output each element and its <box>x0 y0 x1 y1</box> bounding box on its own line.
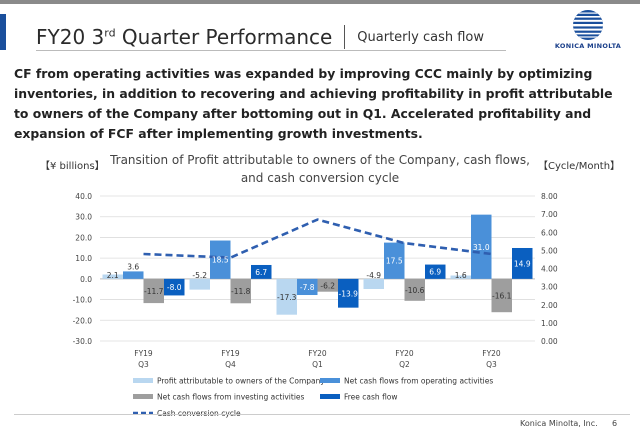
bar-s2 <box>491 278 512 313</box>
bar-s3 <box>338 278 359 308</box>
y-right-tick-label: 6.00 <box>541 228 558 237</box>
chart-title: Transition of Profit attributable to own… <box>110 153 530 185</box>
data-label: 6.7 <box>255 268 267 277</box>
legend-label: Cash conversion cycle <box>157 409 241 418</box>
y-right-tick-label: 8.00 <box>541 192 558 201</box>
page-title-rest: Quarter Performance <box>115 25 333 49</box>
y-tick-label: 10.0 <box>75 254 92 263</box>
legend-swatch <box>320 378 340 383</box>
page-title: FY20 3rd Quarter Performance <box>36 25 332 49</box>
konica-minolta-logo: KONICA MINOLTA <box>548 8 628 54</box>
bar-s3 <box>425 264 446 279</box>
data-label: 3.6 <box>127 262 139 271</box>
x-tick-label: FY20 <box>482 349 501 358</box>
data-label: 6.9 <box>429 268 441 277</box>
y-tick-label: -30.0 <box>73 337 93 346</box>
right-axis-unit: 【Cycle/Month】 <box>538 161 621 172</box>
bar-s1 <box>471 214 492 279</box>
data-label: 17.5 <box>386 257 403 266</box>
data-label: -7.8 <box>300 283 315 292</box>
data-label: -11.8 <box>231 287 251 296</box>
title-underline <box>36 50 506 51</box>
data-label: -11.7 <box>144 287 164 296</box>
data-label: 14.9 <box>514 259 531 268</box>
y-right-tick-label: 0.00 <box>541 337 558 346</box>
legend-label: Profit attributable to owners of the Com… <box>157 377 325 386</box>
data-label: -4.9 <box>366 271 381 280</box>
x-tick-label: FY20 <box>308 349 327 358</box>
bar-s0 <box>102 274 123 279</box>
footer-divider <box>14 414 630 415</box>
bar-s1 <box>384 242 405 279</box>
page-subtitle: Quarterly cash flow <box>357 29 484 45</box>
bar-s2 <box>317 278 338 292</box>
y-right-tick-label: 2.00 <box>541 301 558 310</box>
title-separator <box>344 25 346 49</box>
x-tick-label: Q1 <box>312 360 323 369</box>
bar-s1 <box>297 278 318 296</box>
y-tick-label: 40.0 <box>75 192 92 201</box>
data-label: -8.0 <box>167 283 182 292</box>
data-label: -6.2 <box>320 281 335 290</box>
ccc-line <box>143 218 492 259</box>
summary-text: CF from operating activities was expande… <box>14 66 613 141</box>
y-right-tick-label: 4.00 <box>541 265 558 274</box>
y-right-tick-label: 1.00 <box>541 319 558 328</box>
x-tick-label: FY19 <box>221 349 240 358</box>
legend-swatch <box>133 394 153 399</box>
bar-s1 <box>123 271 144 279</box>
x-tick-label: Q3 <box>486 360 497 369</box>
legend-swatch <box>133 378 153 383</box>
bar-s2 <box>230 278 251 304</box>
title-row: FY20 3rd Quarter Performance Quarterly c… <box>36 22 484 52</box>
y-tick-label: 20.0 <box>75 233 92 242</box>
y-right-tick-label: 3.00 <box>541 283 558 292</box>
bar-s0 <box>189 278 210 290</box>
data-label: -5.2 <box>192 271 207 280</box>
bar-s0 <box>276 278 297 315</box>
bar-s2 <box>143 278 164 304</box>
y-right-tick-label: 5.00 <box>541 246 558 255</box>
data-label: -13.9 <box>339 289 359 298</box>
legend-label: Net cash flows from investing activities <box>157 393 305 402</box>
bar-s3 <box>164 278 185 296</box>
legend-swatch <box>320 394 340 399</box>
bar-s2 <box>404 278 425 301</box>
x-tick-label: Q2 <box>399 360 410 369</box>
x-tick-label: Q3 <box>138 360 149 369</box>
bar-s0 <box>363 278 384 290</box>
data-label: -10.6 <box>405 286 425 295</box>
x-tick-label: Q4 <box>225 360 236 369</box>
logo-wordmark: KONICA MINOLTA <box>554 42 622 50</box>
footer-company: Konica Minolta, Inc. <box>520 419 598 428</box>
bar-s0 <box>450 275 471 279</box>
y-tick-label: -20.0 <box>73 316 93 325</box>
page-title-sup: rd <box>104 26 116 40</box>
page-title-main: FY20 3 <box>36 25 105 49</box>
top-bar <box>0 0 640 4</box>
y-right-tick-label: 7.00 <box>541 210 558 219</box>
data-label: -17.3 <box>277 293 297 302</box>
data-label: 2.1 <box>107 271 119 280</box>
data-label: 31.0 <box>473 243 490 252</box>
legend-label: Net cash flows from operating activities <box>344 377 493 386</box>
data-label: -16.1 <box>492 292 512 301</box>
data-label: 18.5 <box>212 256 229 265</box>
bar-s3 <box>512 247 533 279</box>
y-tick-label: -10.0 <box>73 296 93 305</box>
globe-logo-icon <box>573 10 603 40</box>
x-tick-label: FY19 <box>134 349 153 358</box>
title-accent-bar <box>0 14 6 50</box>
left-axis-unit: 【¥ billions】 <box>40 161 105 172</box>
page-number: 6 <box>612 419 618 428</box>
y-tick-label: 30.0 <box>75 213 92 222</box>
bar-s3 <box>251 264 272 279</box>
y-tick-label: 0.0 <box>80 275 92 284</box>
data-label: 1.6 <box>455 271 467 280</box>
x-tick-label: FY20 <box>395 349 414 358</box>
bar-s1 <box>210 240 231 279</box>
legend-label: Free cash flow <box>344 393 398 402</box>
